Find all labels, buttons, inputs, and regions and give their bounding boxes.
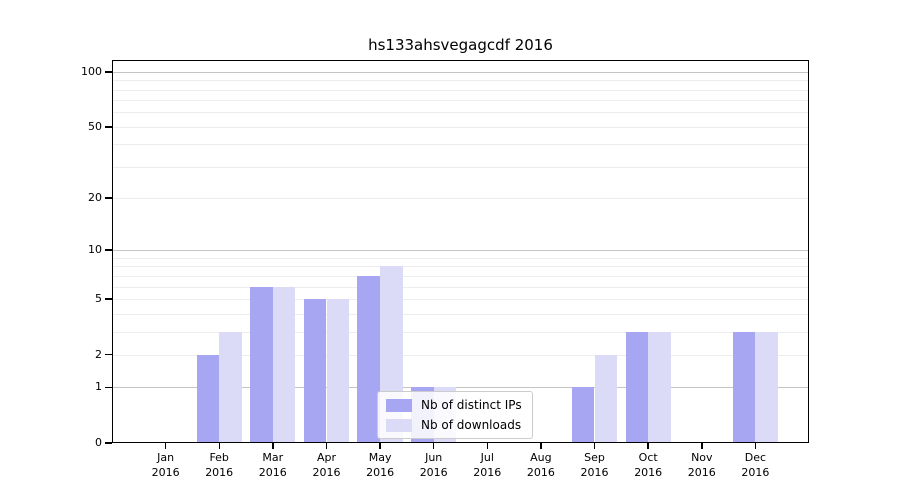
x-tick-mark bbox=[540, 443, 542, 449]
x-tick-mark bbox=[647, 443, 649, 449]
y-gridline-minor bbox=[112, 298, 809, 300]
y-gridline-minor bbox=[112, 166, 809, 168]
y-gridline-minor bbox=[112, 331, 809, 333]
legend-entry-downloads: Nb of downloads bbox=[386, 418, 522, 432]
legend-swatch-downloads bbox=[386, 418, 412, 432]
x-tick-label: Nov 2016 bbox=[687, 451, 716, 479]
y-gridline-minor bbox=[112, 275, 809, 277]
y-tick-label: 2 bbox=[95, 347, 102, 361]
y-gridline-minor bbox=[112, 80, 809, 82]
y-tick-mark bbox=[105, 298, 112, 300]
y-tick-label: 100 bbox=[81, 64, 102, 78]
x-tick-mark bbox=[218, 443, 220, 449]
y-gridline-major bbox=[112, 250, 809, 252]
y-tick-mark bbox=[105, 249, 112, 251]
x-tick-label: Feb 2016 bbox=[205, 451, 234, 479]
x-tick-mark bbox=[701, 443, 703, 449]
y-tick-label: 10 bbox=[88, 243, 102, 257]
y-gridline-minor bbox=[112, 313, 809, 315]
y-tick-label: 1 bbox=[95, 380, 102, 394]
bar-distinct-ips-oct bbox=[625, 331, 649, 443]
y-gridline-major bbox=[112, 387, 809, 389]
y-gridline-minor bbox=[112, 286, 809, 288]
bar-distinct-ips-feb bbox=[196, 354, 220, 443]
y-gridline-minor bbox=[112, 354, 809, 356]
legend-label-distinct-ips: Nb of distinct IPs bbox=[421, 398, 522, 412]
bar-downloads-feb bbox=[219, 331, 242, 443]
y-tick-mark bbox=[105, 126, 112, 128]
y-gridline-minor bbox=[112, 89, 809, 91]
legend: Nb of distinct IPs Nb of downloads bbox=[377, 391, 533, 439]
x-tick-label: Jul 2016 bbox=[473, 451, 502, 479]
x-tick-mark bbox=[272, 443, 274, 449]
y-tick-mark bbox=[105, 71, 112, 73]
x-tick-mark bbox=[325, 443, 328, 449]
x-tick-label: May 2016 bbox=[366, 451, 395, 479]
x-tick-mark bbox=[754, 443, 757, 449]
x-tick-label: Mar 2016 bbox=[258, 451, 287, 479]
y-gridline-minor bbox=[112, 257, 809, 259]
x-tick-label: Jun 2016 bbox=[419, 451, 448, 479]
bar-distinct-ips-sep bbox=[571, 387, 595, 443]
y-tick-mark bbox=[105, 442, 112, 444]
y-tick-label: 20 bbox=[88, 191, 102, 205]
y-tick-mark bbox=[105, 353, 112, 356]
x-tick-label: Aug 2016 bbox=[526, 451, 555, 479]
y-tick-mark bbox=[105, 386, 112, 388]
x-tick-mark bbox=[432, 443, 435, 449]
x-tick-mark bbox=[164, 443, 167, 449]
bar-distinct-ips-dec bbox=[732, 331, 756, 443]
x-tick-label: Dec 2016 bbox=[741, 451, 770, 479]
x-tick-label: Apr 2016 bbox=[312, 451, 341, 479]
y-gridline-minor bbox=[112, 266, 809, 268]
x-tick-mark bbox=[593, 443, 596, 449]
bar-downloads-sep bbox=[594, 354, 618, 443]
y-tick-label: 0 bbox=[95, 436, 102, 449]
legend-label-downloads: Nb of downloads bbox=[421, 418, 522, 432]
bar-distinct-ips-may bbox=[357, 275, 381, 443]
y-gridline-major bbox=[112, 71, 809, 73]
bar-distinct-ips-mar bbox=[250, 286, 273, 443]
bar-downloads-apr bbox=[326, 298, 350, 443]
legend-swatch-distinct-ips bbox=[386, 398, 412, 412]
chart-title: hs133ahsvegagcdf 2016 bbox=[368, 36, 553, 54]
bar-distinct-ips-apr bbox=[303, 298, 327, 443]
y-gridline-minor bbox=[112, 112, 809, 114]
bar-downloads-oct bbox=[648, 331, 671, 443]
y-gridline-minor bbox=[112, 126, 809, 128]
y-tick-mark bbox=[105, 197, 112, 199]
x-tick-label: Oct 2016 bbox=[634, 451, 663, 479]
x-tick-label: Jan 2016 bbox=[151, 451, 180, 479]
bar-downloads-dec bbox=[755, 331, 779, 443]
x-tick-mark bbox=[379, 443, 381, 449]
y-tick-label: 50 bbox=[88, 119, 102, 133]
x-tick-label: Sep 2016 bbox=[580, 451, 609, 479]
y-gridline-minor bbox=[112, 100, 809, 102]
x-tick-mark bbox=[486, 443, 489, 449]
y-gridline-minor bbox=[112, 198, 809, 200]
y-gridline-minor bbox=[112, 144, 809, 146]
legend-entry-distinct-ips: Nb of distinct IPs bbox=[386, 398, 522, 412]
y-tick-label: 5 bbox=[95, 291, 102, 305]
bar-downloads-mar bbox=[272, 286, 296, 443]
